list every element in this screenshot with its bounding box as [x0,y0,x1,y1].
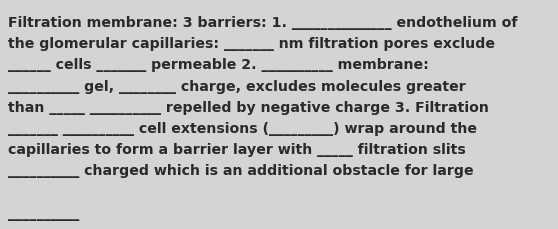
Text: the glomerular capillaries: _______ nm filtration pores exclude: the glomerular capillaries: _______ nm f… [8,37,496,51]
Text: Filtration membrane: 3 barriers: 1. ______________ endothelium of: Filtration membrane: 3 barriers: 1. ____… [8,16,518,30]
Text: __________ charged which is an additional obstacle for large: __________ charged which is an additiona… [8,164,474,177]
Text: __________: __________ [8,206,80,220]
Text: than _____ __________ repelled by negative charge 3. Filtration: than _____ __________ repelled by negati… [8,100,489,114]
Text: ______ cells _______ permeable 2. __________ membrane:: ______ cells _______ permeable 2. ______… [8,58,429,72]
Text: capillaries to form a barrier layer with _____ filtration slits: capillaries to form a barrier layer with… [8,142,466,156]
Text: __________ gel, ________ charge, excludes molecules greater: __________ gel, ________ charge, exclude… [8,79,466,93]
Text: _______ __________ cell extensions (_________) wrap around the: _______ __________ cell extensions (____… [8,121,478,135]
